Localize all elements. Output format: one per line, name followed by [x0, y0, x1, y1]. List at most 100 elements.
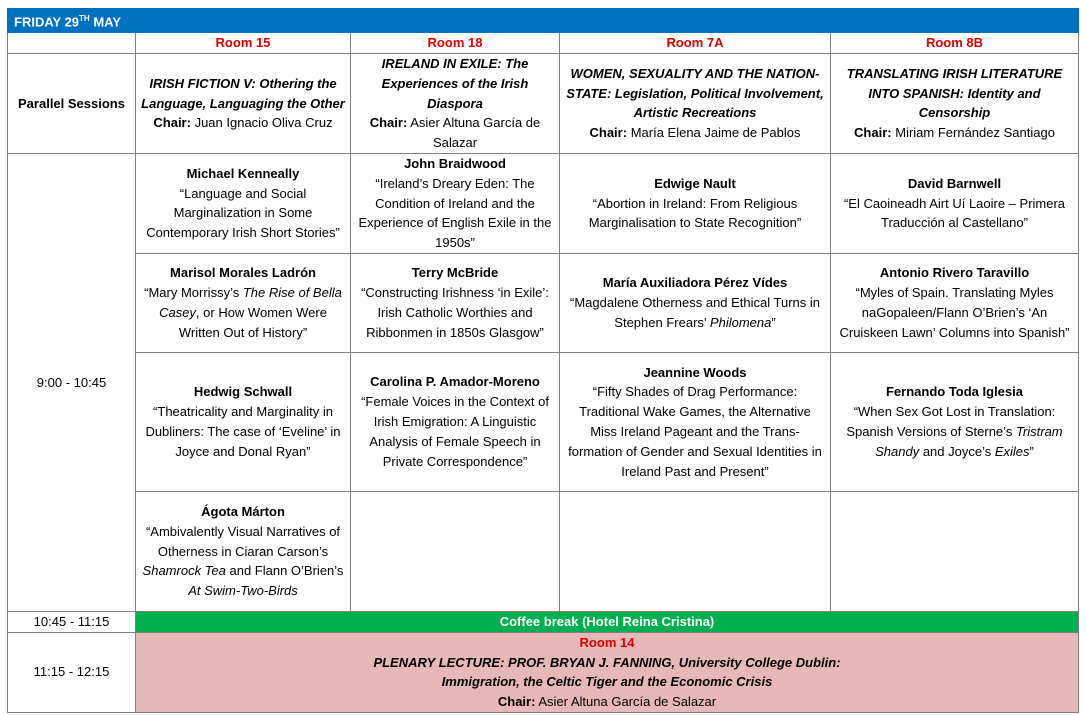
- talk-title: “Language and Social Marginalization in …: [140, 184, 346, 243]
- room-8b: Room 8B: [830, 32, 1079, 54]
- chair-label: Chair:: [854, 125, 892, 141]
- talk-title-part: “Abortion in Ireland: From Religious Mar…: [588, 195, 802, 231]
- talk-title: “Magdalene Otherness and Ethical Turns i…: [564, 293, 826, 333]
- talk-title-part: “When Sex Got Lost in Translation: Spani…: [846, 404, 1056, 439]
- parallel-sessions-label: Parallel Sessions: [7, 52, 136, 154]
- coffee-row: 10:45 - 11:15 Coffee break (Hotel Reina C…: [7, 610, 1079, 633]
- talk-title-part: “Language and Social Marginalization in …: [146, 185, 340, 241]
- speaker-name: Carolina P. Amador-Moreno: [370, 374, 540, 390]
- talk-cell: Carolina P. Amador-Moreno “Female Voices …: [350, 351, 560, 492]
- talk-title-part: “Theatricality and Marginality in Dublin…: [145, 404, 341, 459]
- talk-title: “Abortion in Ireland: From Religious Mar…: [564, 194, 826, 234]
- plenary-subtitle: Immigration, the Celtic Tiger and the Ec…: [441, 674, 773, 690]
- talk-title-part: “Ambivalently Visual Narratives of Other…: [145, 523, 341, 559]
- chair-name: Asier Altuna García de Salazar: [410, 115, 541, 151]
- plenary-cell: Room 14 PLENARY LECTURE: PROF. BRYAN J. …: [135, 631, 1079, 713]
- day-header: FRIDAY 29TH MAY: [7, 7, 1079, 34]
- talk-title: “Theatricality and Marginality in Dublin…: [140, 402, 346, 461]
- talk-title-part: and Joyce’s: [919, 443, 995, 459]
- talk-title-part: Exiles: [994, 443, 1030, 459]
- talk-title-part: “Constructing Irishness ‘in Exile’: Iris…: [361, 285, 549, 340]
- talk-title-part: Philomena: [709, 314, 772, 330]
- session-title: IRISH FICTION V: Othering the Language, …: [141, 75, 345, 111]
- plenary-title: PLENARY LECTURE: PROF. BRYAN J. FANNING,…: [373, 654, 841, 670]
- talk-title-part: “Ireland’s Dreary Eden: The Condition of…: [358, 175, 552, 251]
- talks-row: Marisol Morales Ladrón “Mary Morrissy’s T…: [8, 252, 1079, 353]
- talk-title: “Fifty Shades of Drag Performance: Tradi…: [564, 382, 826, 481]
- chair-name: Asier Altuna García de Salazar: [538, 694, 717, 710]
- room-7a: Room 7A: [559, 32, 831, 54]
- speaker-name: David Barnwell: [907, 175, 1002, 191]
- empty-cell: [7, 32, 136, 54]
- talk-title: “Ireland’s Dreary Eden: The Condition of…: [355, 174, 555, 253]
- chair-name: Miriam Fernández Santiago: [895, 125, 1055, 141]
- session-chair: Chair: Miriam Fernández Santiago: [835, 123, 1074, 143]
- chair-name: María Elena Jaime de Pablos: [630, 125, 801, 141]
- talk-title: “When Sex Got Lost in Translation: Spani…: [835, 402, 1074, 461]
- talk-cell: Terry McBride “Constructing Irishness ‘in…: [350, 252, 560, 353]
- talk-cell: Ágota Márton “Ambivalently Visual Narrati…: [135, 490, 351, 612]
- chair-label: Chair:: [589, 125, 628, 141]
- talk-cell: David Barnwell “El Caoineadh Airt Uí Laoi…: [830, 152, 1079, 254]
- talk-title-part: , or How Women Were Written Out of Histo…: [178, 304, 327, 340]
- speaker-name: Edwige Nault: [654, 175, 736, 191]
- session-cell: TRANSLATING IRISH LITERATURE INTO SPANIS…: [830, 52, 1079, 154]
- speaker-name: Marisol Morales Ladrón: [170, 265, 316, 281]
- talk-title: “Mary Morrissy’s The Rise of Bella Casey…: [140, 283, 346, 342]
- talk-cell: María Auxiliadora Pérez Vídes “Magdalene …: [559, 252, 831, 353]
- talks-row: 9:00 - 10:45 Michael Kenneally “Language a…: [7, 152, 1079, 612]
- chair-name: Juan Ignacio Oliva Cruz: [194, 115, 333, 131]
- session-title: TRANSLATING IRISH LITERATURE INTO SPANIS…: [846, 65, 1063, 121]
- talk-title-part: “Mary Morrissy’s: [144, 285, 243, 301]
- talk-title-part: “Female Voices in the Context of Irish E…: [361, 394, 549, 469]
- talk-cell: Jeannine Woods “Fifty Shades of Drag Perf…: [559, 351, 831, 492]
- speaker-name: Hedwig Schwall: [193, 384, 293, 400]
- talk-title-part: “Myles of Spain. Translating Myles naGop…: [839, 285, 1070, 340]
- speaker-name: Terry McBride: [411, 265, 499, 281]
- talk-cell: Marisol Morales Ladrón “Mary Morrissy’s T…: [135, 252, 351, 353]
- time-cell: 9:00 - 10:45: [7, 152, 136, 612]
- speaker-name: Ágota Márton: [201, 503, 285, 519]
- day-header-row: FRIDAY 29TH MAY: [7, 7, 1079, 34]
- session-chair: Chair: Asier Altuna García de Salazar: [355, 113, 555, 153]
- sessions-row: Parallel Sessions IRISH FICTION V: Otheri…: [7, 52, 1079, 154]
- speaker-name: Antonio Rivero Taravillo: [879, 265, 1030, 281]
- talk-cell: Edwige Nault “Abortion in Ireland: From R…: [559, 152, 831, 254]
- empty-cell: [830, 490, 1079, 612]
- talk-title-part: Shamrock Tea: [142, 563, 226, 579]
- talk-title-part: “El Caoineadh Airt Uí Laoire – Primera T…: [843, 195, 1066, 231]
- talks-row: Hedwig Schwall “Theatricality and Margina…: [8, 351, 1079, 492]
- day-text: FRIDAY 29: [14, 14, 80, 30]
- session-chair: Chair: María Elena Jaime de Pablos: [564, 123, 826, 143]
- room-18: Room 18: [350, 32, 560, 54]
- room-15: Room 15: [135, 32, 351, 54]
- rooms-row: Room 15 Room 18 Room 7A Room 8B: [7, 32, 1079, 54]
- empty-cell: [350, 490, 560, 612]
- talk-title-part: Tristram Shandy: [875, 423, 1063, 459]
- talk-cell: Antonio Rivero Taravillo “Myles of Spain.…: [830, 252, 1079, 353]
- plenary-chair: Chair: Asier Altuna García de Salazar: [140, 692, 1074, 712]
- session-title: WOMEN, SEXUALITY AND THE NATION-STATE: L…: [566, 65, 824, 121]
- speaker-name: María Auxiliadora Pérez Vídes: [602, 275, 788, 291]
- chair-label: Chair:: [153, 115, 191, 131]
- session-chair: Chair: Juan Ignacio Oliva Cruz: [140, 113, 346, 133]
- day-suffix: TH: [79, 14, 90, 23]
- plenary-room: Room 14: [579, 634, 635, 650]
- talk-title-part: “Fifty Shades of Drag Performance: Tradi…: [568, 384, 822, 479]
- session-cell: WOMEN, SEXUALITY AND THE NATION-STATE: L…: [559, 52, 831, 154]
- talks-row: Ágota Márton “Ambivalently Visual Narrati…: [8, 490, 1079, 612]
- speaker-name: Jeannine Woods: [643, 364, 747, 380]
- month-text: MAY: [93, 14, 122, 30]
- speaker-name: John Braidwood: [404, 155, 506, 171]
- talk-title-part: ”: [771, 314, 776, 330]
- talk-cell: Fernando Toda Iglesia “When Sex Got Lost …: [830, 351, 1079, 492]
- session-title: IRELAND IN EXILE: The Experiences of the…: [381, 55, 529, 111]
- plenary-time: 11:15 - 12:15: [7, 631, 136, 713]
- coffee-break: Coffee break (Hotel Reina Cristina): [135, 610, 1079, 633]
- speaker-name: Fernando Toda Iglesia: [885, 384, 1023, 400]
- talk-title: “Constructing Irishness ‘in Exile’: Iris…: [355, 283, 555, 342]
- talk-title: “El Caoineadh Airt Uí Laoire – Primera T…: [835, 194, 1074, 234]
- talk-cell: John Braidwood “Ireland’s Dreary Eden: Th…: [350, 152, 560, 254]
- talk-title-part: ”: [1029, 443, 1034, 459]
- speaker-name: Michael Kenneally: [186, 165, 300, 181]
